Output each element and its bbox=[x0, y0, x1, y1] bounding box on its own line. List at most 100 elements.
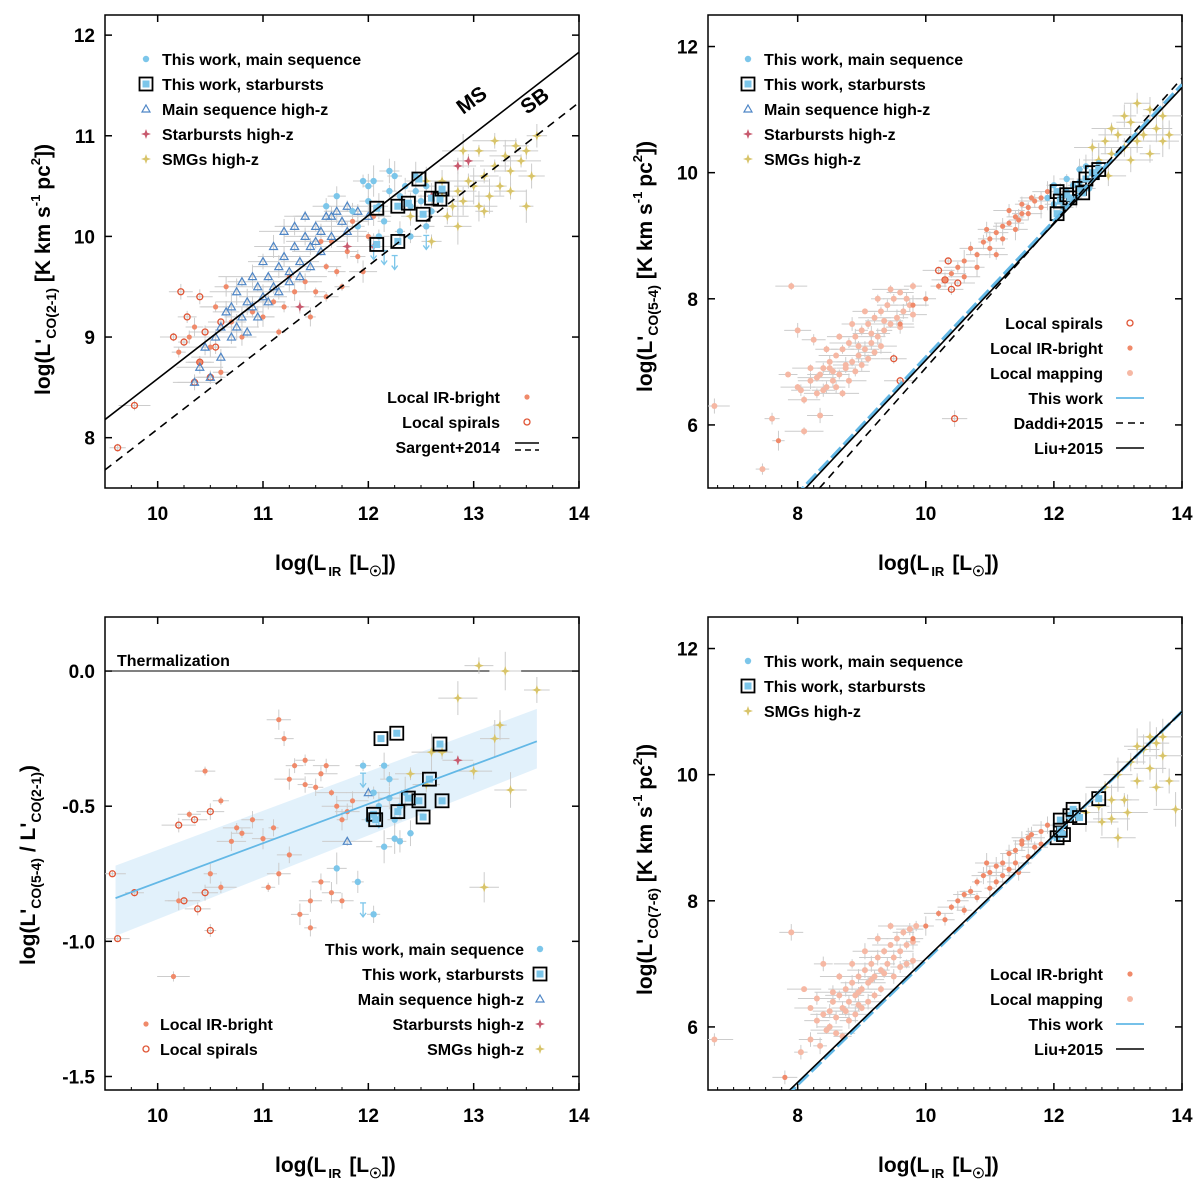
marker-mapping bbox=[861, 346, 868, 353]
marker-mapping bbox=[849, 321, 856, 328]
x-tick-label: 13 bbox=[463, 1106, 484, 1127]
legend-label-this-work-main-sequence: This work, main sequence bbox=[764, 654, 963, 671]
marker-ir bbox=[1006, 220, 1012, 226]
marker-ms-hz bbox=[236, 311, 247, 321]
marker-ms-hz bbox=[210, 331, 221, 341]
marker-mapping bbox=[845, 339, 852, 346]
marker-mapping bbox=[836, 992, 843, 999]
legend-label-this-work: This work bbox=[1028, 1017, 1103, 1034]
marker-spiral bbox=[142, 1045, 150, 1053]
marker-ms bbox=[396, 228, 404, 235]
legend-label-daddi-2015: Daddi+2015 bbox=[1014, 416, 1103, 433]
arrow-head bbox=[370, 255, 378, 261]
marker-sb bbox=[400, 790, 416, 806]
y-axis-label: log(L'CO(7-6)[K km s-1pc2]) bbox=[630, 744, 661, 995]
marker-ir bbox=[249, 817, 256, 823]
y-tick-label: 9 bbox=[84, 328, 95, 349]
marker-smg bbox=[437, 747, 448, 758]
marker-ms-upper-limit bbox=[359, 902, 367, 918]
x-tick-label: 14 bbox=[568, 504, 590, 525]
marker-spiral bbox=[950, 414, 959, 423]
marker-ir bbox=[935, 910, 942, 917]
marker-mapping bbox=[881, 948, 888, 955]
marker-sb-fill bbox=[436, 740, 444, 748]
marker-sb-fill bbox=[415, 797, 423, 805]
marker-ir bbox=[281, 736, 287, 742]
marker-mapping bbox=[829, 989, 836, 996]
marker-ir bbox=[323, 263, 329, 270]
y-tick-label: 0.0 bbox=[69, 662, 95, 683]
marker-mapping bbox=[797, 1049, 804, 1056]
x-tick-label: 10 bbox=[915, 504, 936, 525]
marker-smg bbox=[1138, 129, 1149, 140]
marker-mapping bbox=[836, 973, 843, 980]
marker-smg bbox=[1157, 750, 1168, 761]
marker-mapping bbox=[845, 377, 852, 384]
legend-label-starbursts-high-z: Starbursts high-z bbox=[764, 127, 896, 144]
marker-ms bbox=[412, 187, 419, 195]
x-tick-label: 12 bbox=[1043, 504, 1064, 525]
marker-smg bbox=[463, 176, 474, 187]
marker-ms-hz bbox=[221, 306, 232, 316]
marker-mapping bbox=[874, 295, 881, 302]
marker-smg bbox=[1144, 763, 1155, 774]
marker-smg bbox=[426, 236, 437, 247]
x-tick-label: 14 bbox=[1171, 504, 1193, 525]
marker-mapping bbox=[900, 308, 907, 315]
marker-ir bbox=[1028, 195, 1035, 201]
marker-mapping bbox=[826, 358, 833, 365]
marker-mapping bbox=[797, 387, 804, 394]
y-tick-label: 12 bbox=[677, 38, 698, 59]
marker-ms bbox=[349, 208, 356, 215]
marker-smg bbox=[442, 211, 453, 222]
marker-ir bbox=[281, 304, 287, 310]
marker-sb-fill bbox=[438, 185, 446, 193]
marker-mapping bbox=[849, 979, 856, 986]
y-tick-label: -1.5 bbox=[62, 1067, 95, 1088]
marker-sb-hz bbox=[294, 301, 305, 312]
marker-ir bbox=[239, 334, 245, 340]
marker-ms-hz bbox=[242, 326, 253, 336]
marker-sb-fill bbox=[373, 240, 381, 248]
marker-sb bbox=[369, 237, 385, 252]
marker-smg bbox=[1119, 794, 1130, 805]
marker-mapping bbox=[833, 384, 840, 391]
marker-ir bbox=[218, 884, 224, 890]
marker-ir bbox=[968, 245, 974, 251]
marker-sb bbox=[434, 793, 450, 809]
marker-mapping bbox=[855, 352, 862, 359]
marker-smg bbox=[479, 206, 490, 217]
marker-sb-fill bbox=[1053, 188, 1061, 196]
marker-mapping bbox=[833, 1030, 840, 1037]
marker-smg bbox=[1164, 129, 1175, 140]
marker-sb-outline bbox=[400, 195, 416, 211]
marker-ir bbox=[307, 314, 313, 320]
y-tick-label: 12 bbox=[677, 640, 698, 661]
fit-line bbox=[115, 740, 538, 899]
legend-label-starbursts-high-z: Starbursts high-z bbox=[162, 127, 294, 144]
marker-ir bbox=[993, 252, 999, 258]
marker-ms-hz bbox=[279, 226, 290, 235]
marker-mapping bbox=[769, 415, 776, 422]
marker-mapping bbox=[801, 396, 808, 403]
marker-mapping bbox=[845, 998, 852, 1005]
marker-spiral bbox=[217, 318, 225, 326]
marker-ir bbox=[186, 811, 192, 817]
legend-label-local-ir-bright: Local IR-bright bbox=[990, 967, 1104, 984]
marker-sb-fill bbox=[428, 194, 436, 202]
marker-mapping bbox=[881, 970, 888, 977]
marker-ir bbox=[993, 863, 999, 869]
marker-mapping bbox=[858, 362, 865, 369]
marker-mapping bbox=[890, 954, 897, 961]
tick-labels: 8 10 12 14 6 8 10 12 bbox=[677, 15, 1193, 525]
y-tick-label: 6 bbox=[687, 1018, 698, 1039]
marker-smg bbox=[1157, 110, 1168, 121]
marker-smg bbox=[1144, 148, 1155, 159]
marker-sb-fill bbox=[394, 808, 402, 816]
marker-spiral bbox=[180, 338, 188, 346]
marker-sb-outline bbox=[368, 812, 384, 828]
marker-mapping bbox=[788, 929, 795, 936]
marker-ir bbox=[260, 836, 266, 842]
marker-ir bbox=[968, 888, 974, 894]
marker-sb bbox=[1052, 812, 1068, 828]
